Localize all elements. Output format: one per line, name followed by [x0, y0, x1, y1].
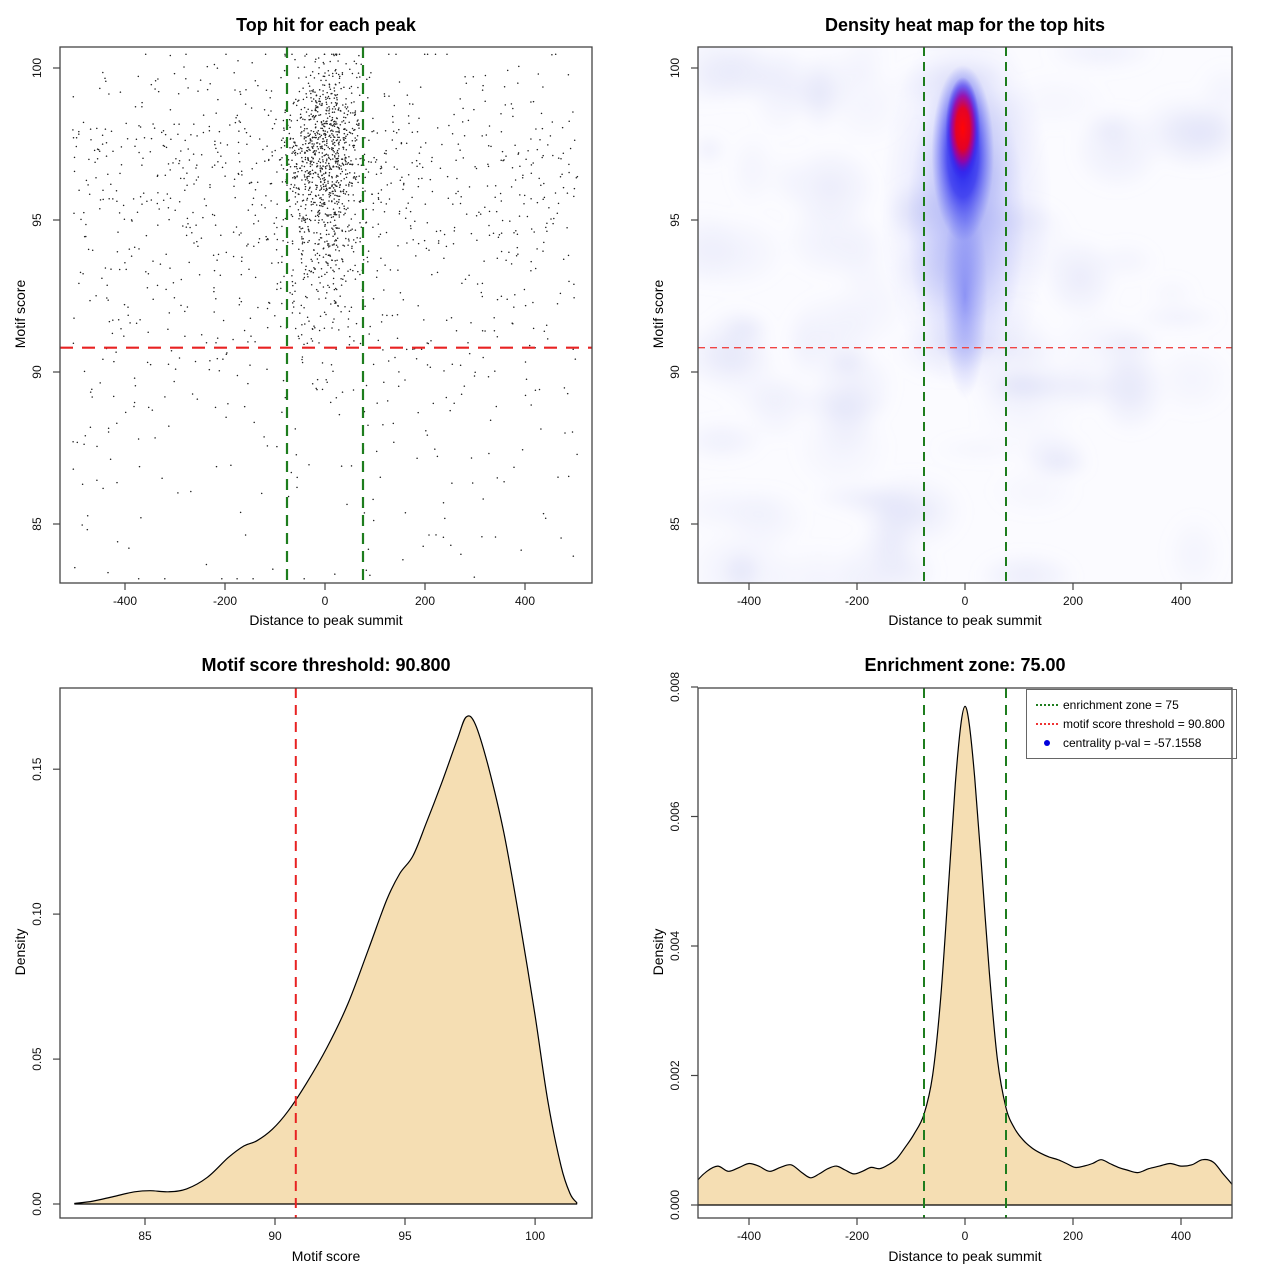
y-axis-label-scatter: Motif score	[12, 279, 28, 349]
y-tick-label: 0.002	[668, 1060, 682, 1090]
heatmap-axes: -400 -200 0 200 400 85 90 95 100	[668, 58, 1191, 608]
score_density-plot-area	[74, 688, 578, 1218]
density-area	[698, 705, 1232, 1206]
y-tick-label: 95	[668, 213, 682, 227]
legend-item-enrichment-zone: enrichment zone = 75	[1031, 695, 1232, 714]
y-tick-label: 85	[668, 517, 682, 531]
heatmap-plot-area	[698, 47, 1232, 583]
panel-title-score-threshold: Motif score threshold: 90.800	[201, 655, 451, 675]
y-tick-label: 0.00	[30, 1192, 44, 1216]
x-tick-label: 0	[322, 594, 329, 608]
y-tick-label: 0.15	[30, 757, 44, 781]
x-tick-label: 90	[268, 1229, 282, 1243]
blue-dot-icon	[1031, 739, 1063, 746]
panel-title-heatmap: Density heat map for the top hits	[824, 15, 1106, 35]
y-tick-label: 85	[30, 517, 44, 531]
density-area	[74, 715, 578, 1205]
legend-item-centrality-pval: centrality p-val = -57.1558	[1031, 733, 1232, 752]
x-tick-label: -200	[845, 594, 869, 608]
y-tick-label: 95	[30, 213, 44, 227]
heatmap-density-blob	[945, 77, 981, 181]
x-tick-label: -200	[213, 594, 237, 608]
legend-item-label: centrality p-val = -57.1558	[1063, 735, 1202, 750]
x-tick-label: -400	[737, 1229, 761, 1243]
x-tick-label: -400	[737, 594, 761, 608]
x-tick-label: 400	[1171, 594, 1191, 608]
x-tick-label: 0	[962, 594, 969, 608]
x-axis-label-heatmap: Distance to peak summit	[888, 612, 1042, 628]
x-tick-label: 200	[1063, 594, 1083, 608]
x-tick-label: -400	[113, 594, 137, 608]
x-tick-label: 95	[398, 1229, 412, 1243]
scatter-plot-area	[60, 47, 592, 583]
x-axis-label-scatter: Distance to peak summit	[249, 612, 403, 628]
x-tick-label: 400	[1171, 1229, 1191, 1243]
x-tick-label: -200	[845, 1229, 869, 1243]
x-tick-label: 400	[515, 594, 535, 608]
panel-title-enrichment-zone: Enrichment zone: 75.00	[864, 655, 1066, 675]
y-axis-label-distance-density: Density	[650, 928, 666, 976]
legend: enrichment zone = 75 motif score thresho…	[1026, 689, 1237, 759]
x-tick-label: 100	[525, 1229, 545, 1243]
y-tick-label: 90	[30, 365, 44, 379]
y-axis-label-score-density: Density	[12, 928, 28, 976]
x-tick-label: 200	[415, 594, 435, 608]
scatter-axes: -400 -200 0 200 400 85 90 95 100	[30, 58, 535, 608]
legend-item-label: motif score threshold = 90.800	[1063, 716, 1225, 731]
scatter-frame	[59, 46, 593, 584]
scatter-points	[72, 53, 579, 580]
y-tick-label: 0.008	[668, 672, 682, 702]
score_density-frame	[59, 687, 593, 1219]
y-tick-label: 90	[668, 365, 682, 379]
x-tick-label: 0	[962, 1229, 969, 1243]
distance_density-plot-area	[698, 688, 1232, 1218]
x-axis-label-distance-density: Distance to peak summit	[888, 1248, 1042, 1264]
y-tick-label: 100	[668, 58, 682, 78]
y-tick-label: 0.10	[30, 902, 44, 926]
x-tick-label: 85	[138, 1229, 152, 1243]
distance_density-axes: -400 -200 0 200 400 0.000 0.002 0.004 0.006 0.008	[668, 672, 1191, 1243]
x-tick-label: 200	[1063, 1229, 1083, 1243]
legend-item-label: enrichment zone = 75	[1063, 697, 1179, 712]
panel-title-top-hits: Top hit for each peak	[236, 15, 416, 35]
y-tick-label: 0.05	[30, 1047, 44, 1071]
y-tick-label: 0.006	[668, 801, 682, 831]
score_density-axes: 85 90 95 100 0.00 0.05 0.10 0.15	[30, 757, 545, 1243]
y-tick-label: 100	[30, 58, 44, 78]
legend-item-motif-threshold: motif score threshold = 90.800	[1031, 714, 1232, 733]
x-axis-label-score-density: Motif score	[291, 1248, 361, 1264]
y-axis-label-heatmap: Motif score	[650, 279, 666, 349]
y-tick-label: 0.000	[668, 1190, 682, 1220]
red-dotted-line-icon	[1031, 722, 1063, 725]
green-dotted-line-icon	[1031, 703, 1063, 706]
y-tick-label: 0.004	[668, 931, 682, 961]
